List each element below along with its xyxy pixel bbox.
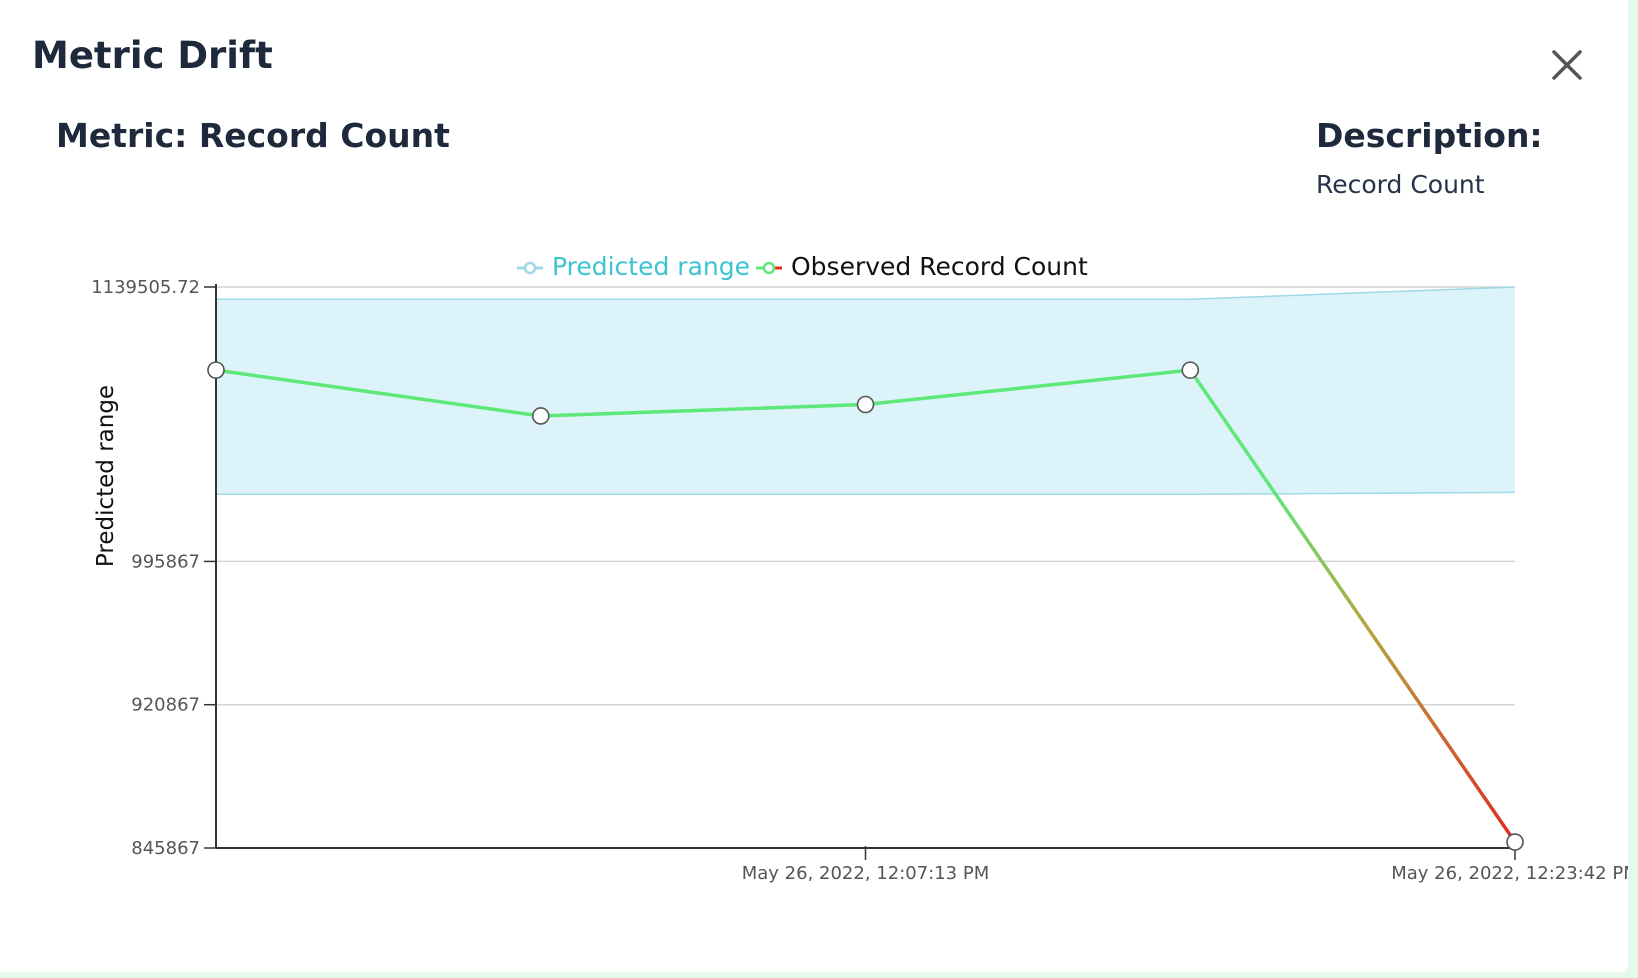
observed-points xyxy=(207,361,1524,851)
observed-line-segment-anomaly xyxy=(1188,368,1517,844)
predicted-range-band-group xyxy=(216,286,1516,496)
legend-label-predicted-range: Predicted range xyxy=(552,252,750,281)
legend-item-observed-record-count[interactable]: Observed Record Count xyxy=(756,252,1088,281)
observed-line-group xyxy=(214,368,1517,844)
predicted-range-band xyxy=(216,287,1515,495)
x-tick-label: May 26, 2022, 12:23:42 PM xyxy=(1391,863,1628,884)
y-tick-label: 920867 xyxy=(131,695,200,716)
metric-heading: Metric: Record Count xyxy=(56,116,450,155)
description-value: Record Count xyxy=(1316,170,1485,199)
observed-data-point[interactable] xyxy=(207,361,225,379)
observed-line-segment xyxy=(214,368,543,418)
legend-label-observed: Observed Record Count xyxy=(791,252,1088,281)
predicted-range-lower-edge xyxy=(216,491,1516,496)
legend-marker-predicted xyxy=(523,261,537,275)
observed-data-point[interactable] xyxy=(1181,361,1200,379)
observed-data-point[interactable] xyxy=(531,407,550,425)
observed-line-segment xyxy=(863,368,1192,407)
close-icon[interactable] xyxy=(1538,36,1596,94)
observed-data-point[interactable] xyxy=(856,395,875,414)
observed-line-segment xyxy=(539,402,868,418)
y-tick-label: 995867 xyxy=(131,551,200,572)
legend-marker-observed xyxy=(762,261,776,275)
chart-legend: Predicted range Observed Record Count xyxy=(517,252,1088,281)
observed-data-point[interactable] xyxy=(1506,833,1524,851)
modal-title: Metric Drift xyxy=(32,34,273,77)
y-axis-title: Predicted range xyxy=(93,385,119,567)
y-tick-label: 845867 xyxy=(131,838,200,859)
description-heading: Description: xyxy=(1316,116,1543,155)
predicted-range-upper-edge xyxy=(216,286,1516,300)
x-tick-label: May 26, 2022, 12:07:13 PM xyxy=(742,863,989,884)
axes: 845867 920867 995867 1139505.72 May 26, 2022… xyxy=(91,277,1628,884)
legend-item-predicted-range[interactable]: Predicted range xyxy=(517,252,750,281)
y-tick-label: 1139505.72 xyxy=(91,277,200,298)
